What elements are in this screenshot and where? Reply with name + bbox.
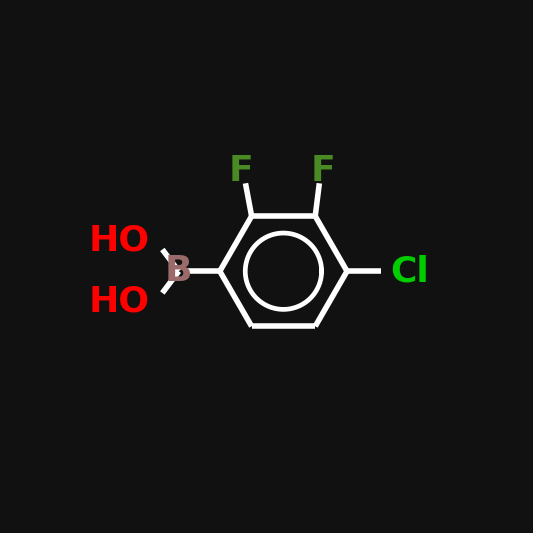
Text: HO: HO bbox=[89, 285, 150, 319]
Text: Cl: Cl bbox=[390, 254, 429, 288]
Text: B: B bbox=[165, 254, 192, 288]
Text: HO: HO bbox=[89, 223, 150, 257]
Text: F: F bbox=[229, 154, 254, 188]
Text: F: F bbox=[311, 154, 336, 188]
